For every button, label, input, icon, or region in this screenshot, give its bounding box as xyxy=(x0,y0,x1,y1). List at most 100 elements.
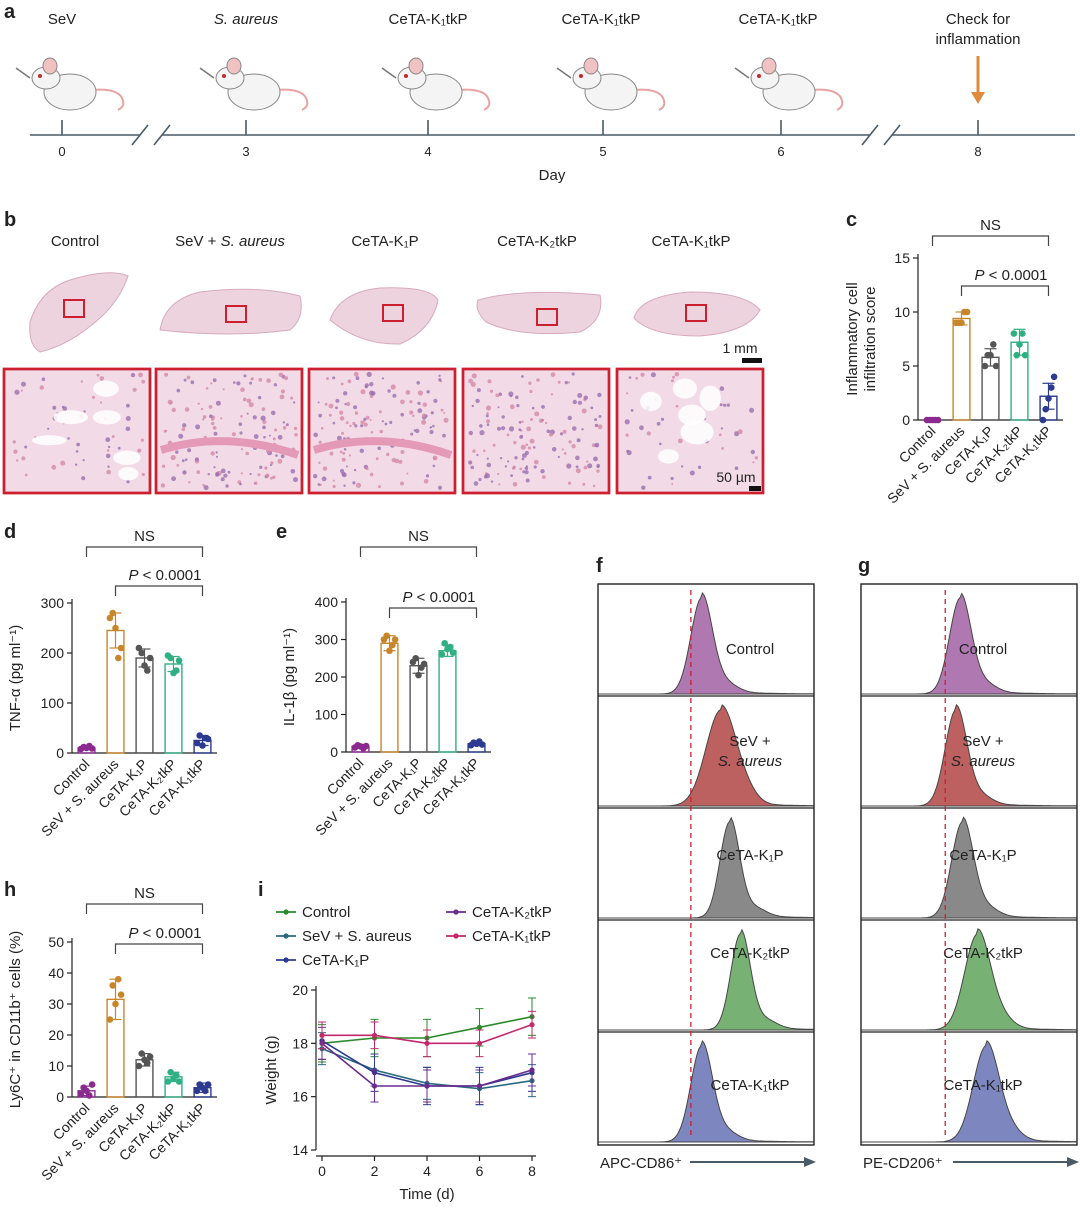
airway-wall xyxy=(159,437,300,459)
track-label: CeTA-K₂tkP xyxy=(943,945,1023,962)
cell-dot xyxy=(721,447,724,450)
y-tick-label: 20 xyxy=(48,1027,64,1043)
cell-dot xyxy=(324,402,328,406)
significance-bracket xyxy=(114,943,204,954)
cell-dot xyxy=(513,440,517,445)
cell-dot xyxy=(352,481,356,485)
cell-dot xyxy=(369,419,372,421)
mouse-icon xyxy=(734,57,844,111)
cell-dot xyxy=(410,432,414,436)
cell-dot xyxy=(377,446,382,451)
cell-dot xyxy=(536,378,540,382)
track-label: CeTA-K₁tkP xyxy=(711,1077,790,1094)
data-point xyxy=(371,1083,378,1089)
cell-dot xyxy=(341,431,345,435)
scale-bar-bottom xyxy=(749,486,761,491)
airway-wall xyxy=(312,437,453,459)
cell-dot xyxy=(194,457,199,462)
cell-dot xyxy=(205,387,209,390)
cell-dot xyxy=(381,377,384,380)
significance-ns: NS xyxy=(980,217,1001,234)
data-point xyxy=(1019,330,1026,337)
cell-dot xyxy=(476,388,481,393)
cell-dot xyxy=(207,473,210,476)
cell-dot xyxy=(470,465,475,470)
axis-break-icon xyxy=(883,124,901,146)
cell-dot xyxy=(429,429,434,435)
axis-break-icon xyxy=(153,124,171,146)
significance-ns: NS xyxy=(408,528,429,545)
cell-dot xyxy=(332,484,336,489)
cell-dot xyxy=(471,404,474,408)
lung-section-k1tkp xyxy=(633,291,761,337)
data-point xyxy=(529,1067,535,1073)
cell-dot xyxy=(504,465,508,468)
histogram-area xyxy=(861,927,1078,1031)
cell-dot xyxy=(125,426,131,432)
data-point xyxy=(958,319,965,327)
cell-dot xyxy=(170,455,176,461)
bar xyxy=(409,665,428,753)
cell-dot xyxy=(265,473,270,478)
data-point xyxy=(86,1092,93,1099)
cell-dot xyxy=(515,395,519,400)
data-point xyxy=(199,742,206,749)
legend-marker xyxy=(283,957,289,963)
cell-dot xyxy=(386,452,390,457)
cell-dot xyxy=(529,389,533,394)
cell-dot xyxy=(719,403,723,407)
cell-dot xyxy=(290,396,294,400)
data-point xyxy=(112,1000,119,1008)
data-point xyxy=(992,362,1000,370)
cell-dot xyxy=(670,476,674,481)
cell-dot xyxy=(343,448,347,451)
cell-dot xyxy=(51,464,57,470)
cell-dot xyxy=(249,472,252,476)
cell-dot xyxy=(594,423,599,428)
cell-dot xyxy=(175,450,179,454)
cell-dot xyxy=(592,484,596,488)
data-point xyxy=(164,1078,172,1085)
cell-dot xyxy=(656,421,661,426)
cell-dot xyxy=(277,458,283,464)
legend-label: CeTA-K₁P xyxy=(302,952,369,969)
cell-dot xyxy=(240,415,243,418)
cell-dot xyxy=(346,401,351,407)
cell-dot xyxy=(522,470,526,474)
syringe-icon xyxy=(734,67,750,79)
cell-dot xyxy=(188,481,191,484)
cell-dot xyxy=(749,407,755,413)
legend-label: CeTA-K₂tkP xyxy=(472,904,552,921)
cell-dot xyxy=(106,449,110,452)
cell-dot xyxy=(280,454,285,459)
cell-dot xyxy=(422,413,426,418)
cell-dot xyxy=(641,485,646,490)
cell-dot xyxy=(497,426,501,431)
cell-dot xyxy=(509,404,515,410)
cell-dot xyxy=(630,409,634,412)
cell-dot xyxy=(597,424,603,430)
cell-dot xyxy=(343,391,348,396)
cell-dot xyxy=(499,457,503,460)
cell-dot xyxy=(365,467,369,471)
cell-dot xyxy=(726,403,730,407)
data-point xyxy=(476,1083,483,1089)
cell-dot xyxy=(328,403,334,409)
cell-dot xyxy=(626,392,629,395)
cell-dot xyxy=(182,423,187,428)
cell-dot xyxy=(41,377,46,382)
histology-frame-4 xyxy=(615,367,765,495)
cell-dot xyxy=(672,375,675,379)
x-tick-label: 8 xyxy=(528,1163,536,1179)
cell-dot xyxy=(412,414,415,417)
cell-dot xyxy=(83,410,86,413)
cell-dot xyxy=(264,466,268,470)
cell-dot xyxy=(675,404,679,408)
cell-dot xyxy=(582,482,586,486)
cell-dot xyxy=(531,406,535,410)
cell-dot xyxy=(107,465,110,468)
cell-dot xyxy=(476,453,479,457)
cell-dot xyxy=(355,376,360,381)
mouse-ear xyxy=(42,57,58,75)
cell-dot xyxy=(492,443,496,447)
